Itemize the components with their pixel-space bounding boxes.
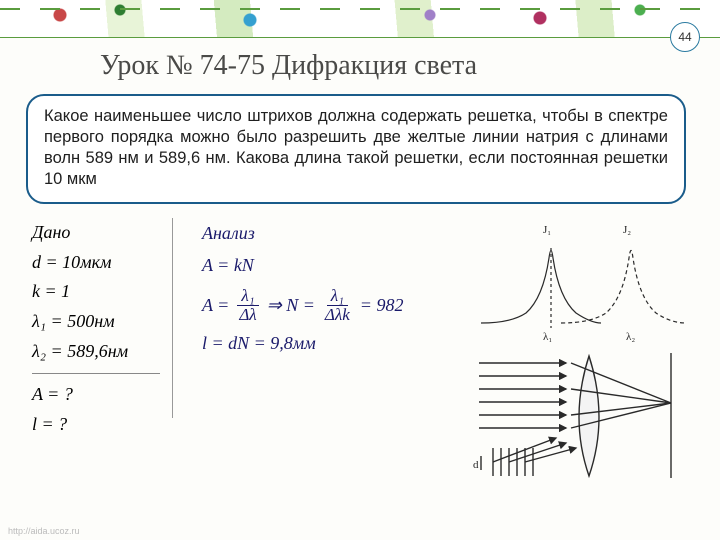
analysis-l-result: l = dN = 9,8мм <box>202 328 403 360</box>
given-divider-vertical <box>172 218 173 418</box>
frac2-den: Δλk <box>321 306 354 324</box>
frac1-den: Δλ <box>235 306 260 324</box>
formula-lhs: A = <box>202 290 229 322</box>
given-lambda2: λ₂ = 589,6нм <box>32 337 162 367</box>
spectrum-peaks-diagram: λ₁ λ₂ J₁ J₂ <box>471 218 696 343</box>
analysis-formula-main: A = λ₁ Δλ ⇒ N = λ₁ Δλk = 982 <box>202 287 403 324</box>
given-lambda1: λ₁ = 500нм <box>32 307 162 337</box>
grating-lens-diagram: d <box>471 348 696 493</box>
given-block: Дано d = 10мкм k = 1 λ₁ = 500нм λ₂ = 589… <box>32 218 162 440</box>
page-number-badge: 44 <box>670 22 700 52</box>
frac2-num: λ₁ <box>327 287 348 306</box>
analysis-label: Анализ <box>202 218 403 250</box>
page-title: Урок № 74-75 Дифракция света <box>100 50 477 82</box>
page-number: 44 <box>678 30 691 44</box>
fraction-2: λ₁ Δλk <box>321 287 354 324</box>
problem-statement-box: Какое наименьшее число штрихов должна со… <box>26 94 686 204</box>
given-label: Дано <box>32 218 162 248</box>
solution-area: Дано d = 10мкм k = 1 λ₁ = 500нм λ₂ = 589… <box>32 218 696 520</box>
d-spacing-label: d <box>473 459 479 471</box>
given-k: k = 1 <box>32 277 162 307</box>
analysis-formula-akn: A = kN <box>202 250 403 282</box>
frac1-num: λ₁ <box>237 287 258 306</box>
given-d: d = 10мкм <box>32 248 162 278</box>
footer-link-text: http://aida.ucoz.ru <box>8 526 80 536</box>
given-question-a: A = ? <box>32 380 162 410</box>
fraction-1: λ₁ Δλ <box>235 287 260 324</box>
y-label-j2: J₂ <box>623 224 631 236</box>
problem-text: Какое наименьшее число штрихов должна со… <box>44 107 668 188</box>
n-result: = 982 <box>360 290 404 322</box>
decorative-header-strip <box>0 0 720 38</box>
implies-arrow: ⇒ N = <box>267 290 315 322</box>
decorative-line <box>0 8 720 10</box>
axis-label-lambda1: λ₁ <box>543 331 552 343</box>
analysis-block: Анализ A = kN A = λ₁ Δλ ⇒ N = λ₁ Δλk = 9… <box>202 218 403 359</box>
given-question-l: l = ? <box>32 410 162 440</box>
axis-label-lambda2: λ₂ <box>626 331 635 343</box>
given-divider-horizontal <box>32 373 160 374</box>
y-label-j1: J₁ <box>543 224 551 236</box>
diagrams-column: λ₁ λ₂ J₁ J₂ <box>471 218 696 498</box>
